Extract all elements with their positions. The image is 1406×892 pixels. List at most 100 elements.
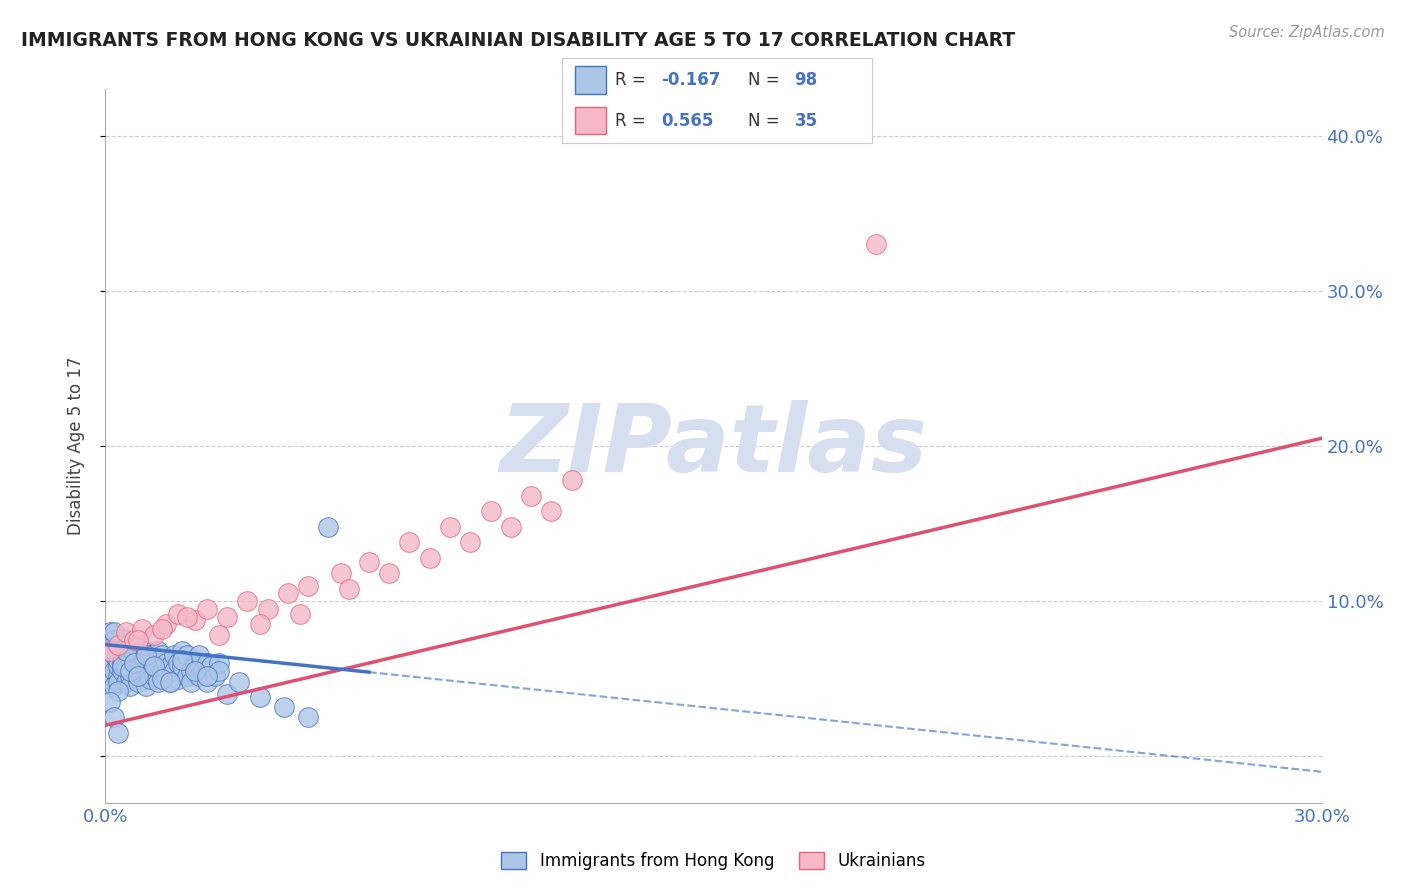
Point <box>131 668 153 682</box>
Point <box>114 644 136 658</box>
Point <box>107 674 129 689</box>
Point <box>439 519 461 533</box>
Point <box>114 644 136 658</box>
Point <box>183 659 205 673</box>
Point <box>103 632 125 647</box>
Point <box>98 644 121 658</box>
Point <box>122 659 145 673</box>
Point <box>143 659 166 673</box>
Point <box>107 653 129 667</box>
Text: N =: N = <box>748 112 785 129</box>
Point <box>167 607 190 621</box>
Point <box>107 668 129 682</box>
Point <box>208 664 231 678</box>
Point <box>103 648 125 663</box>
Point <box>183 613 205 627</box>
Point <box>114 632 136 647</box>
Point <box>183 656 205 670</box>
Point <box>127 668 149 682</box>
Point <box>150 664 173 678</box>
FancyBboxPatch shape <box>575 67 606 94</box>
Point <box>180 674 202 689</box>
Point <box>176 648 198 663</box>
Point <box>159 659 181 673</box>
Point <box>499 519 522 533</box>
Point <box>176 668 198 682</box>
Text: 0.565: 0.565 <box>661 112 714 129</box>
Point <box>337 582 360 596</box>
Point <box>135 644 157 658</box>
Text: -0.167: -0.167 <box>661 71 721 89</box>
Point <box>111 659 134 673</box>
Point <box>118 680 141 694</box>
Point <box>180 664 202 678</box>
Text: IMMIGRANTS FROM HONG KONG VS UKRAINIAN DISABILITY AGE 5 TO 17 CORRELATION CHART: IMMIGRANTS FROM HONG KONG VS UKRAINIAN D… <box>21 31 1015 50</box>
Point <box>122 656 145 670</box>
FancyBboxPatch shape <box>575 107 606 134</box>
Point <box>107 638 129 652</box>
Point <box>114 625 136 640</box>
Point <box>172 659 194 673</box>
Point <box>217 609 239 624</box>
Point <box>98 625 121 640</box>
Point <box>150 622 173 636</box>
Text: 98: 98 <box>794 71 817 89</box>
Point <box>195 656 218 670</box>
Point <box>111 648 134 663</box>
Point <box>479 504 502 518</box>
Point <box>143 628 166 642</box>
Text: Source: ZipAtlas.com: Source: ZipAtlas.com <box>1229 25 1385 40</box>
Point <box>378 566 401 581</box>
Point <box>118 668 141 682</box>
Point <box>176 609 198 624</box>
Point <box>159 674 181 689</box>
Point <box>200 659 222 673</box>
Point <box>273 699 295 714</box>
Point <box>103 625 125 640</box>
Point <box>114 674 136 689</box>
Point <box>131 648 153 663</box>
Point <box>127 632 149 647</box>
Point <box>131 659 153 673</box>
Text: R =: R = <box>614 112 651 129</box>
Point <box>98 640 121 655</box>
Point <box>111 638 134 652</box>
Point <box>183 664 205 678</box>
Point <box>540 504 562 518</box>
Legend: Immigrants from Hong Kong, Ukrainians: Immigrants from Hong Kong, Ukrainians <box>495 845 932 877</box>
Point <box>131 622 153 636</box>
Point <box>114 659 136 673</box>
Point <box>217 687 239 701</box>
Point <box>357 555 380 569</box>
Point <box>118 640 141 655</box>
Point <box>865 237 887 252</box>
Point <box>143 659 166 673</box>
Text: 35: 35 <box>794 112 817 129</box>
Point <box>98 656 121 670</box>
Point <box>458 535 481 549</box>
Point <box>155 617 177 632</box>
Point <box>561 473 583 487</box>
Point <box>195 668 218 682</box>
Point <box>127 640 149 655</box>
Point <box>277 586 299 600</box>
Point <box>118 653 141 667</box>
Point <box>167 672 190 686</box>
Point <box>318 519 340 533</box>
Point <box>398 535 420 549</box>
Point <box>103 710 125 724</box>
Point <box>107 726 129 740</box>
Point <box>127 674 149 689</box>
Point <box>163 664 186 678</box>
Point <box>297 710 319 724</box>
Point <box>143 668 166 682</box>
Point <box>139 656 162 670</box>
Point <box>159 674 181 689</box>
Point <box>135 680 157 694</box>
Point <box>195 602 218 616</box>
Point <box>187 648 209 663</box>
Point <box>191 664 214 678</box>
Point <box>135 648 157 663</box>
Point <box>98 638 121 652</box>
Point <box>98 672 121 686</box>
